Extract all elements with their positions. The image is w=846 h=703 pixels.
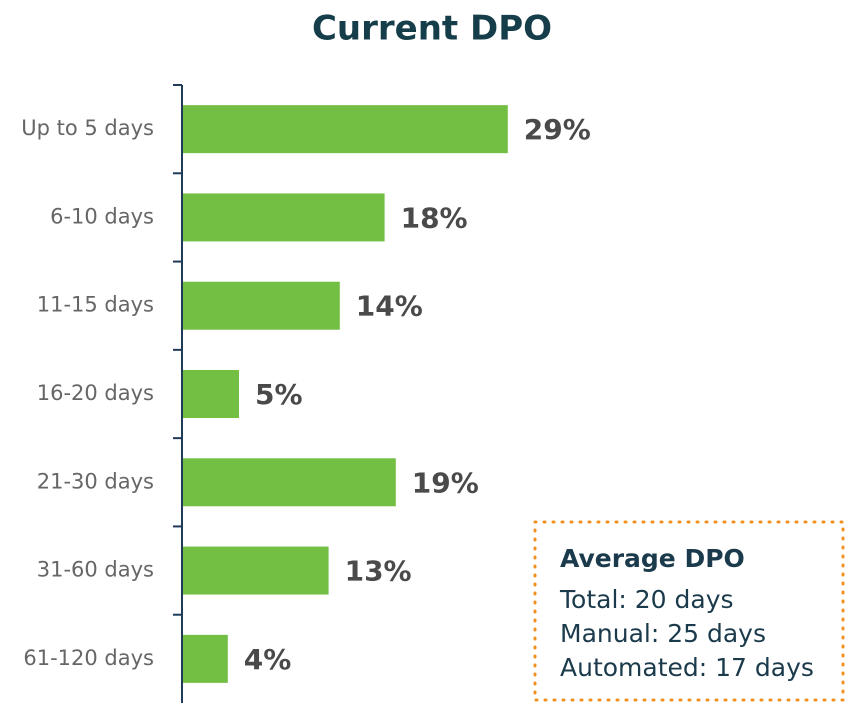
y-tick-label: 21-30 days	[37, 469, 154, 493]
bar	[183, 281, 340, 330]
annotation-line: Manual: 25 days	[560, 619, 766, 648]
y-tick-label: 31-60 days	[37, 558, 154, 582]
y-tick-label: 11-15 days	[37, 293, 154, 317]
annotation-title: Average DPO	[560, 544, 745, 573]
annotation-line: Automated: 17 days	[560, 653, 814, 682]
y-tick-label: 16-20 days	[37, 381, 154, 405]
bar	[183, 634, 228, 683]
annotation-line: Total: 20 days	[559, 585, 734, 614]
data-label: 18%	[401, 201, 468, 234]
annotation-box	[533, 520, 845, 702]
y-tick-label: 6-10 days	[50, 204, 154, 228]
bar	[183, 370, 239, 418]
y-tick-label: Up to 5 days	[21, 116, 154, 140]
bar	[183, 458, 396, 507]
bar	[183, 105, 508, 154]
data-label: 19%	[412, 466, 479, 499]
data-label: 14%	[356, 290, 423, 323]
data-label: 29%	[524, 113, 591, 146]
chart-title: Current DPO	[312, 9, 552, 49]
bar	[183, 193, 385, 242]
data-label: 13%	[345, 555, 412, 588]
data-label: 5%	[255, 378, 303, 411]
bar	[183, 546, 329, 595]
data-label: 4%	[244, 643, 292, 676]
y-tick-label: 61-120 days	[23, 646, 154, 670]
